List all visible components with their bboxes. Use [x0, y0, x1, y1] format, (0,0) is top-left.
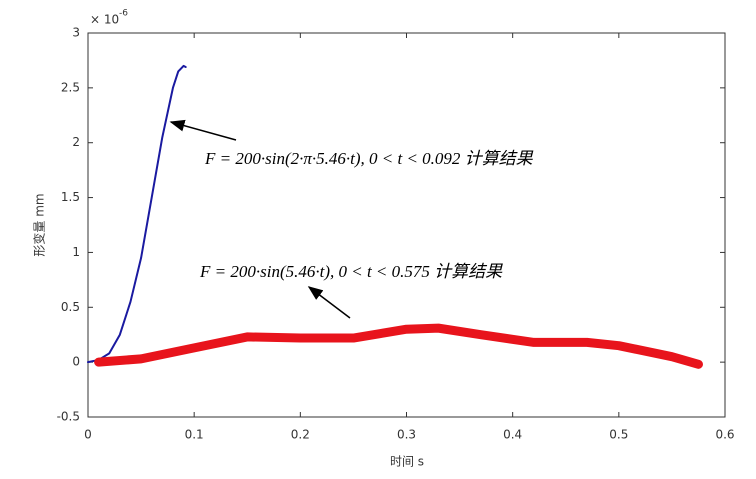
x-tick-label: 0.4 [503, 428, 522, 442]
y-tick-label: 3 [72, 26, 80, 40]
arrow [307, 286, 351, 319]
y-tick-label: 2.5 [61, 80, 80, 94]
y-tick-label: 0 [72, 355, 80, 369]
x-tick-label: 0.5 [609, 428, 628, 442]
y-tick-label: 2 [72, 135, 80, 149]
arrow [169, 119, 237, 141]
y-tick-label: 0.5 [61, 300, 80, 314]
y-multiplier-exponent: -6 [119, 9, 128, 19]
plot-area [87, 32, 726, 418]
series-line [87, 64, 187, 364]
y-axis-label: 形变量 mm [32, 193, 47, 256]
x-tick-label: 0.6 [715, 428, 734, 442]
x-tick-label: 0.2 [291, 428, 310, 442]
y-tick-label: 1.5 [61, 190, 80, 204]
y-multiplier: × 10 [90, 13, 119, 27]
series-line [94, 323, 703, 369]
x-tick-label: 0.3 [397, 428, 416, 442]
x-axis-label: 时间 s [390, 455, 424, 469]
x-tick-label: 0 [84, 428, 92, 442]
annotation: F = 200·sin(5.46·t), 0 < t < 0.575 计算结果 [199, 262, 503, 281]
y-tick-label: -0.5 [57, 410, 80, 424]
annotation: F = 200·sin(2·π·5.46·t), 0 < t < 0.092 计… [204, 149, 534, 168]
y-tick-label: 1 [72, 245, 80, 259]
x-tick-label: 0.1 [185, 428, 204, 442]
